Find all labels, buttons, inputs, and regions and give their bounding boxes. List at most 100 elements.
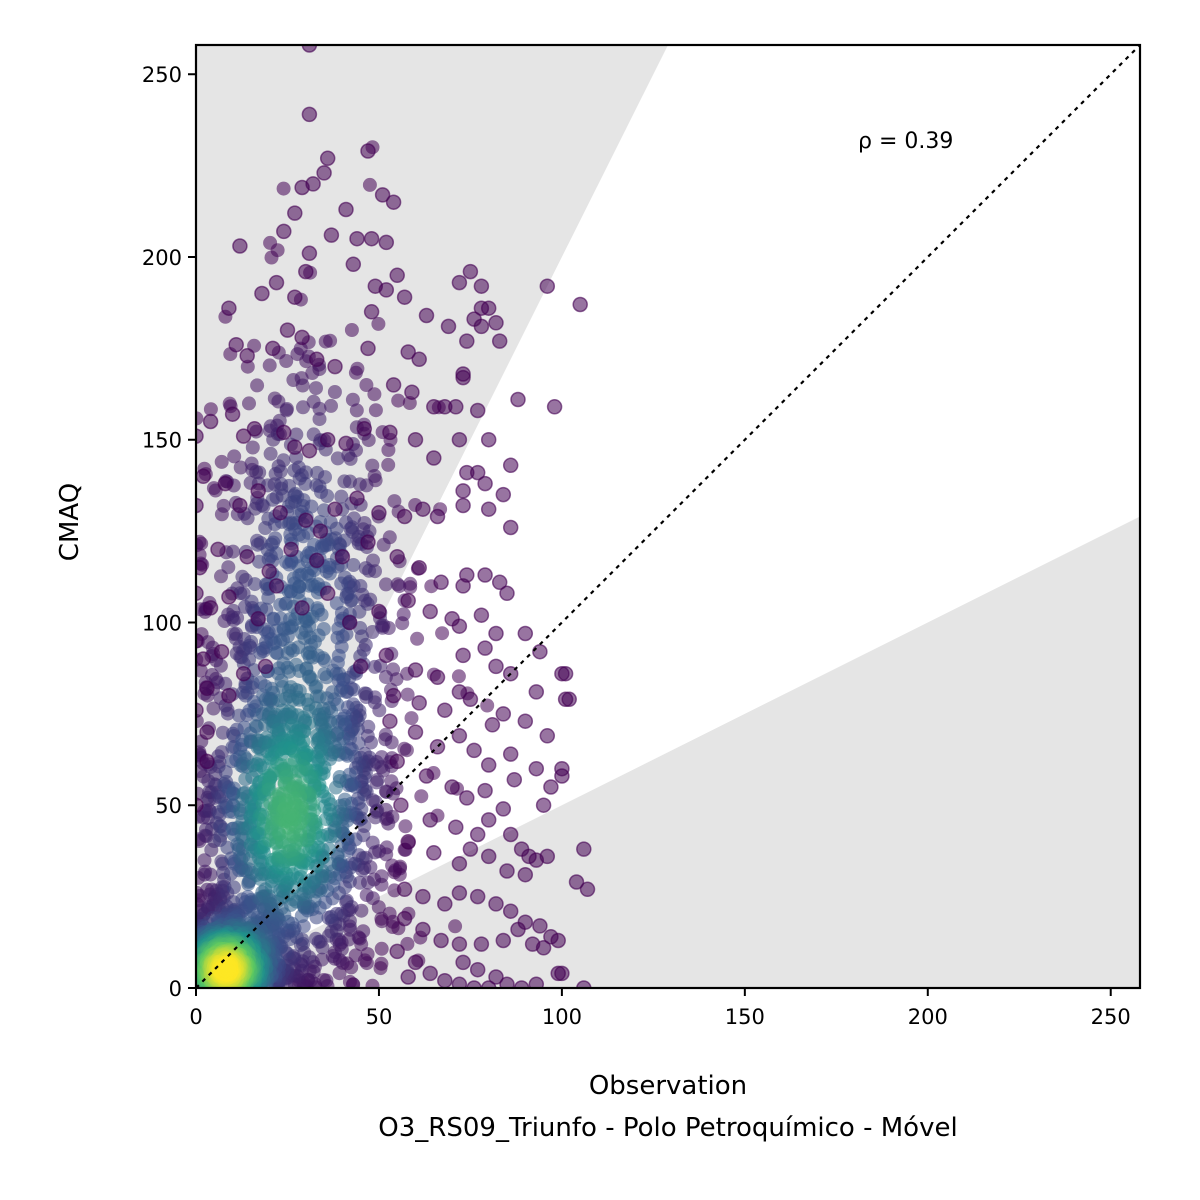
- density-point: [262, 358, 277, 373]
- data-point: [455, 483, 471, 499]
- rho-annotation: ρ = 0.39: [858, 129, 953, 154]
- data-point: [550, 932, 566, 949]
- density-point: [261, 590, 276, 605]
- density-point: [206, 701, 221, 716]
- density-point: [400, 936, 415, 951]
- data-point: [319, 585, 336, 602]
- data-point: [568, 874, 585, 890]
- data-point: [415, 501, 431, 517]
- density-point: [365, 625, 380, 639]
- density-point: [344, 323, 359, 337]
- data-point: [455, 954, 471, 971]
- density-point: [247, 577, 262, 592]
- data-point: [459, 567, 475, 583]
- density-point: [400, 687, 415, 702]
- data-point: [462, 841, 479, 857]
- data-point: [477, 475, 493, 492]
- data-point: [363, 230, 380, 247]
- density-point: [226, 880, 241, 895]
- density-point: [220, 706, 235, 721]
- density-point: [302, 650, 317, 664]
- data-point: [257, 658, 274, 675]
- density-point: [268, 531, 283, 546]
- data-point: [451, 684, 468, 700]
- data-point: [382, 713, 398, 729]
- data-point: [477, 567, 493, 583]
- density-point: [213, 658, 228, 673]
- density-point: [296, 400, 310, 415]
- data-point: [407, 662, 424, 678]
- density-point: [273, 464, 288, 479]
- data-point: [451, 855, 468, 872]
- density-point: [296, 529, 311, 544]
- data-point: [389, 943, 405, 960]
- density-point: [341, 448, 356, 463]
- data-point: [502, 903, 519, 919]
- data-point: [491, 333, 508, 349]
- data-point: [196, 585, 204, 602]
- data-point: [338, 201, 354, 218]
- data-point: [360, 143, 376, 159]
- data-point: [451, 728, 468, 744]
- density-point: [367, 387, 382, 402]
- data-point: [415, 888, 431, 905]
- data-point: [389, 267, 405, 284]
- data-point: [466, 980, 482, 988]
- data-point: [502, 457, 519, 474]
- density-point: [365, 458, 380, 473]
- x-tick-label: 50: [366, 1005, 393, 1029]
- density-point: [215, 725, 230, 740]
- data-point: [554, 768, 570, 784]
- x-tick-label: 100: [542, 1005, 582, 1029]
- density-point: [282, 808, 297, 823]
- y-tick-label: 250: [142, 63, 182, 87]
- density-point: [348, 365, 363, 380]
- data-point: [232, 238, 248, 254]
- data-point: [546, 399, 563, 415]
- data-point: [528, 684, 545, 700]
- data-point: [396, 289, 413, 305]
- data-point: [308, 351, 325, 368]
- data-point: [338, 435, 354, 452]
- data-point: [279, 322, 296, 338]
- density-point: [410, 631, 425, 646]
- data-point: [196, 797, 204, 813]
- density-point: [357, 686, 372, 701]
- data-point: [422, 603, 438, 620]
- data-point: [378, 282, 395, 298]
- density-point: [342, 974, 357, 988]
- data-point: [480, 848, 497, 865]
- data-point: [213, 643, 230, 660]
- data-point: [283, 541, 299, 558]
- density-point: [309, 381, 323, 396]
- data-point: [506, 771, 523, 788]
- y-tick-label: 200: [142, 246, 182, 270]
- density-point: [337, 474, 352, 489]
- data-point: [411, 351, 427, 368]
- data-point: [510, 921, 526, 938]
- data-point: [502, 826, 519, 843]
- density-point: [334, 489, 349, 504]
- data-point: [341, 614, 358, 631]
- density-point: [369, 775, 384, 790]
- density-point: [391, 393, 406, 408]
- data-point: [327, 358, 343, 375]
- data-point: [400, 834, 416, 850]
- data-point: [517, 713, 534, 729]
- data-point: [232, 497, 248, 514]
- density-point: [327, 385, 342, 399]
- density-point: [359, 378, 374, 392]
- data-point: [228, 336, 244, 353]
- density-point: [233, 460, 248, 475]
- density-point: [221, 560, 236, 575]
- data-point: [480, 757, 497, 773]
- data-point: [451, 936, 468, 952]
- density-point: [451, 669, 466, 684]
- data-point: [276, 223, 292, 240]
- data-point: [217, 475, 234, 492]
- density-point: [321, 910, 336, 925]
- data-point: [371, 603, 387, 620]
- data-point: [356, 421, 373, 437]
- density-point: [324, 398, 338, 413]
- density-point: [329, 780, 343, 795]
